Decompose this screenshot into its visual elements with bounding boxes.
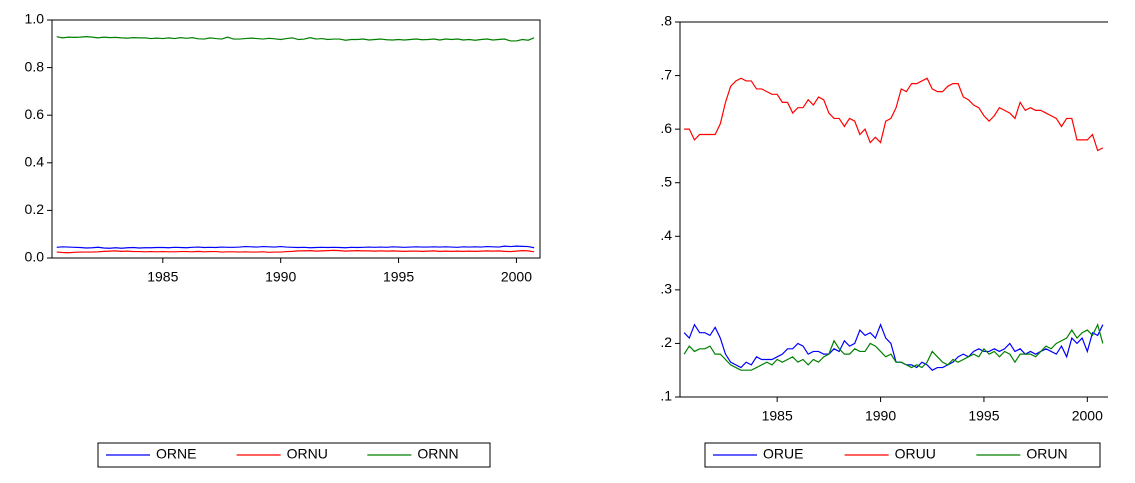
legend-label: ORNE xyxy=(156,446,196,462)
x-tick-label: 1990 xyxy=(865,408,896,424)
x-tick-label: 1995 xyxy=(968,408,999,424)
y-tick-label: 0.4 xyxy=(25,154,45,170)
legend-label: ORNU xyxy=(287,446,328,462)
series-line xyxy=(56,36,535,42)
x-tick-label: 1985 xyxy=(147,269,178,285)
series-line xyxy=(684,77,1104,152)
legend-label: ORUU xyxy=(895,446,936,462)
y-tick-label: .3 xyxy=(660,281,672,297)
legend-label: ORNN xyxy=(417,446,458,462)
series-line xyxy=(56,249,535,254)
series-line xyxy=(56,245,535,249)
legend-box xyxy=(704,442,1101,468)
series-line xyxy=(683,322,1104,371)
y-tick-label: .8 xyxy=(660,13,672,29)
y-tick-label: 0.6 xyxy=(25,106,45,122)
y-tick-label: .6 xyxy=(660,120,672,136)
series-line xyxy=(683,323,1104,371)
y-tick-label: .4 xyxy=(660,227,672,243)
plot-frame xyxy=(51,19,541,259)
y-tick-label: .5 xyxy=(660,173,672,189)
legend-label: ORUE xyxy=(763,446,803,462)
legend-box xyxy=(97,442,491,468)
x-tick-label: 1990 xyxy=(265,269,296,285)
legend-label: ORUN xyxy=(1026,446,1067,462)
y-tick-label: 0.2 xyxy=(25,201,45,217)
y-tick-label: 1.0 xyxy=(25,11,45,27)
x-tick-label: 2000 xyxy=(501,269,532,285)
x-tick-label: 1995 xyxy=(383,269,414,285)
y-tick-label: .2 xyxy=(660,334,672,350)
x-tick-label: 1985 xyxy=(762,408,793,424)
y-tick-label: 0.8 xyxy=(25,58,45,74)
x-tick-label: 2000 xyxy=(1072,408,1103,424)
y-tick-label: 0.0 xyxy=(25,249,45,265)
y-tick-label: .7 xyxy=(660,66,672,82)
y-tick-label: .1 xyxy=(660,388,672,404)
